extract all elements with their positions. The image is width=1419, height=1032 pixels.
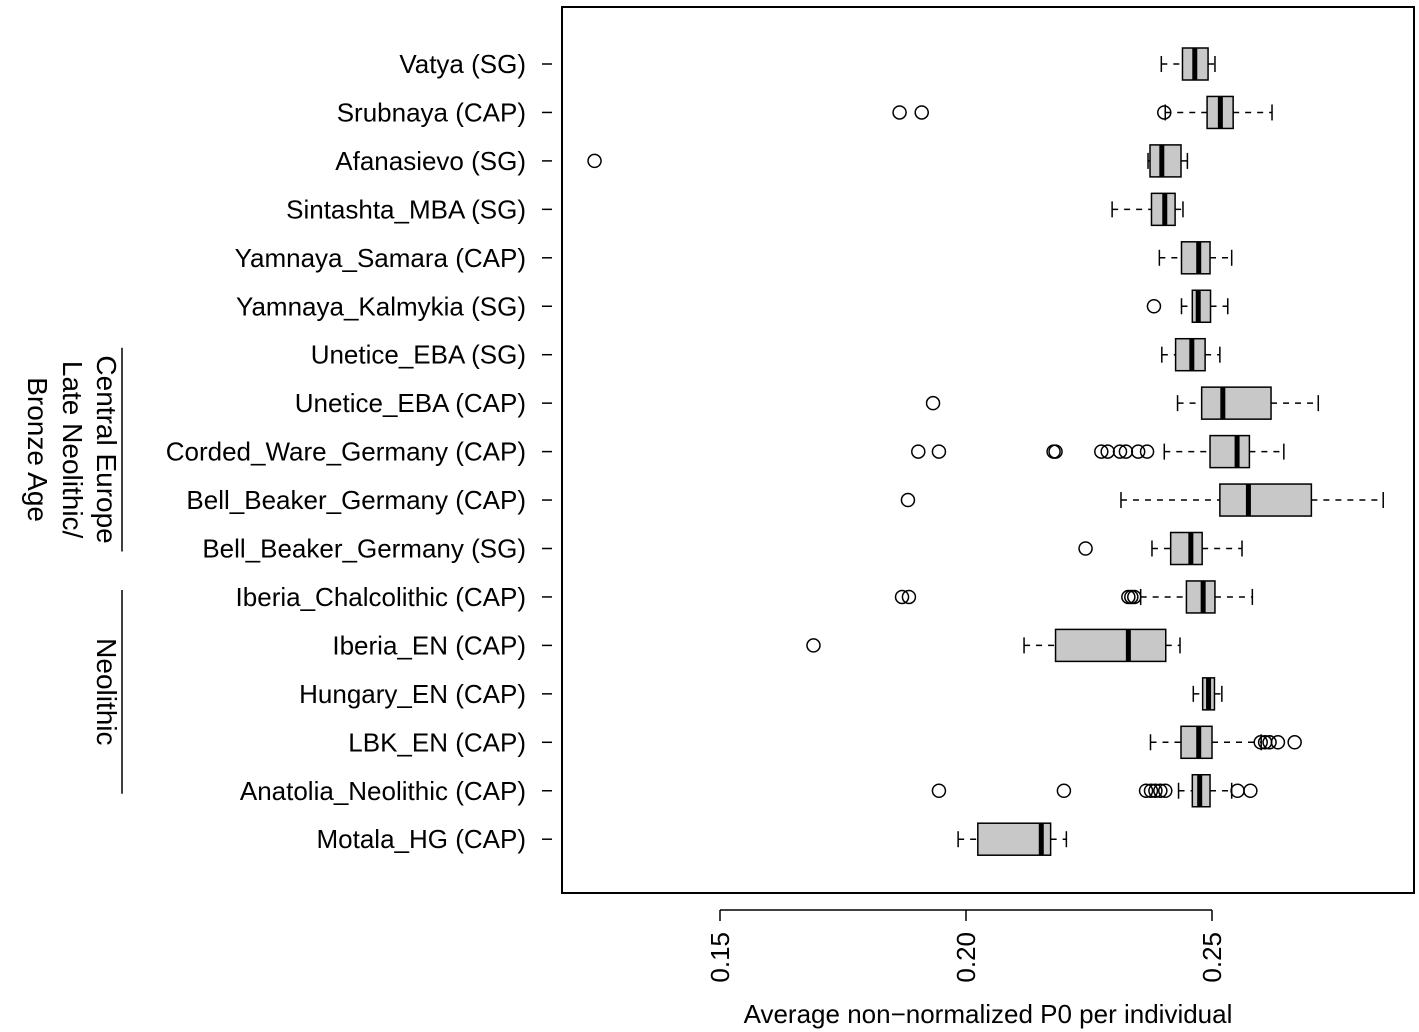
- box-0: [1160, 47, 1216, 81]
- outlier-point: [1094, 444, 1109, 459]
- iqr-box: [1180, 241, 1211, 275]
- outlier-point: [1127, 589, 1142, 605]
- box-16: [957, 822, 1068, 856]
- box-4: [1158, 241, 1233, 275]
- category-label: Afanasievo (SG): [335, 146, 526, 176]
- outlier-point: [587, 153, 602, 169]
- box-9: [900, 483, 1384, 517]
- outlier-point: [931, 444, 947, 459]
- outlier-point: [806, 638, 821, 653]
- box-10: [1078, 531, 1243, 566]
- outlier-point: [900, 492, 916, 508]
- outlier-point: [911, 444, 926, 459]
- category-label: Vatya (SG): [399, 49, 526, 79]
- outlier-point: [901, 589, 917, 605]
- box-1: [892, 95, 1273, 130]
- outlier-point: [925, 395, 941, 411]
- box-5: [1146, 289, 1229, 323]
- category-label: Bell_Beaker_Germany (CAP): [186, 485, 526, 515]
- category-label: Yamnaya_Samara (CAP): [235, 243, 526, 273]
- category-label: Hungary_EN (CAP): [299, 679, 526, 709]
- iqr-box: [1209, 434, 1251, 469]
- plot-frame: [561, 6, 1415, 894]
- outlier-point: [1146, 299, 1162, 314]
- outlier-point: [1158, 783, 1173, 798]
- category-label: Unetice_EBA (SG): [311, 340, 526, 370]
- box-6: [1161, 337, 1221, 372]
- outlier-point: [1056, 783, 1072, 798]
- box-layer: [587, 47, 1384, 856]
- group-label: Late Neolithic/: [57, 361, 88, 539]
- outlier-point: [1143, 783, 1159, 798]
- x-axis: 0.15 0.20 0.25: [705, 909, 1227, 983]
- box-7: [925, 386, 1320, 420]
- outlier-point: [1157, 105, 1172, 120]
- outlier-point: [1139, 444, 1155, 459]
- outlier-point: [1078, 541, 1093, 556]
- category-label: Srubnaya (CAP): [337, 97, 526, 127]
- box-2: [587, 144, 1189, 178]
- group-label: Bronze Age: [22, 377, 53, 522]
- x-tick-label: 0.20: [951, 932, 981, 983]
- iqr-box: [1169, 531, 1203, 566]
- iqr-box: [1149, 144, 1182, 178]
- outlier-point: [1153, 783, 1168, 798]
- iqr-box: [1200, 386, 1272, 420]
- outlier-point: [1243, 783, 1258, 798]
- group-label: Central Europe: [91, 355, 122, 543]
- iqr-box: [1219, 483, 1313, 517]
- iqr-box: [1191, 289, 1212, 323]
- outlier-point: [914, 105, 929, 120]
- outlier-point: [1270, 735, 1286, 750]
- x-tick-label: 0.15: [705, 932, 735, 983]
- outlier-point: [1112, 444, 1128, 459]
- category-label: Sintashta_MBA (SG): [286, 194, 526, 224]
- outlier-point: [1230, 783, 1245, 798]
- outlier-point: [1262, 735, 1277, 750]
- box-13: [1192, 677, 1223, 711]
- iqr-box: [977, 822, 1052, 856]
- outlier-point: [894, 589, 910, 605]
- outlier-point: [1148, 783, 1163, 798]
- outlier-point: [1138, 783, 1154, 798]
- group-label: Neolithic: [91, 638, 122, 745]
- iqr-box: [1054, 628, 1167, 663]
- category-label: Anatolia_Neolithic (CAP): [240, 776, 526, 806]
- box-11: [894, 580, 1254, 614]
- category-label: Iberia_EN (CAP): [332, 630, 526, 660]
- x-tick-label: 0.25: [1197, 932, 1227, 983]
- outlier-point: [1287, 735, 1302, 750]
- category-label: Iberia_Chalcolithic (CAP): [236, 582, 526, 612]
- box-3: [1111, 192, 1184, 227]
- box-8: [911, 434, 1285, 469]
- box-14: [1149, 725, 1302, 760]
- outlier-point: [1130, 444, 1146, 459]
- outlier-point: [931, 783, 947, 798]
- box-15: [931, 774, 1258, 808]
- category-label: Yamnaya_Kalmykia (SG): [236, 291, 526, 321]
- box-12: [806, 628, 1181, 663]
- outlier-point: [1048, 444, 1063, 459]
- category-label: Unetice_EBA (CAP): [295, 388, 526, 418]
- category-label: Bell_Beaker_Germany (SG): [202, 534, 526, 564]
- category-label: Corded_Ware_Germany (CAP): [166, 437, 526, 467]
- outlier-point: [892, 105, 907, 120]
- outlier-point: [1124, 589, 1139, 605]
- category-label: LBK_EN (CAP): [348, 727, 526, 757]
- category-label-layer: Vatya (SG) Srubnaya (CAP) Afanasievo (SG) S…: [166, 49, 552, 854]
- outlier-point: [1253, 735, 1268, 750]
- category-label: Motala_HG (CAP): [317, 824, 527, 854]
- x-axis-title: Average non−normalized P0 per individual: [744, 999, 1233, 1029]
